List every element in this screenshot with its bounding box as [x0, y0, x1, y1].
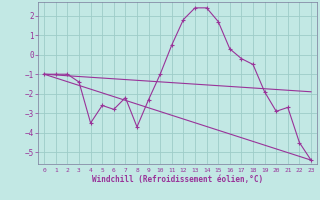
X-axis label: Windchill (Refroidissement éolien,°C): Windchill (Refroidissement éolien,°C) — [92, 175, 263, 184]
